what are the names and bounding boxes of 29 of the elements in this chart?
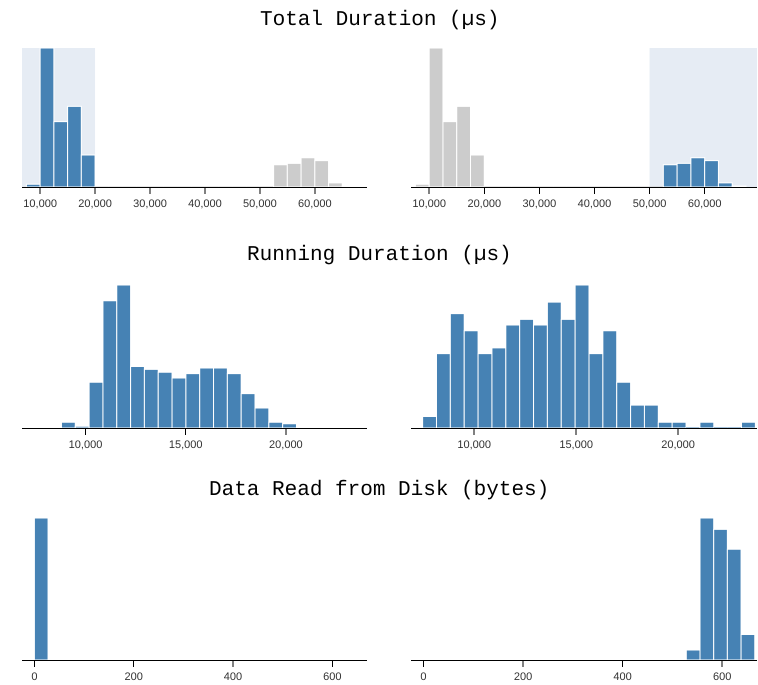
- x-tick-label: 200: [514, 671, 532, 684]
- x-tick-label: 10,000: [68, 439, 102, 452]
- x-tick-label: 60,000: [298, 198, 332, 210]
- chart-title: Total Duration (µs): [260, 9, 500, 32]
- x-tick-label: 600: [323, 671, 342, 684]
- chart-title: Data Read from Disk (bytes): [209, 479, 550, 502]
- x-tick-label: 60,000: [688, 198, 722, 210]
- x-tick-label: 50,000: [243, 198, 277, 210]
- x-tick-label: 600: [712, 671, 732, 684]
- x-tick-label: 30,000: [133, 198, 167, 210]
- x-tick-label: 50,000: [632, 198, 666, 210]
- x-tick-label: 10,000: [412, 198, 446, 210]
- x-tick-label: 15,000: [168, 439, 203, 452]
- x-tick-label: 400: [613, 671, 632, 684]
- x-tick-label: 20,000: [661, 439, 695, 452]
- x-tick-label: 10,000: [457, 439, 492, 452]
- x-tick-label: 400: [224, 671, 242, 684]
- x-tick-label: 20,000: [78, 198, 112, 210]
- x-tick-label: 20,000: [467, 198, 502, 210]
- x-tick-label: 10,000: [23, 198, 57, 210]
- x-tick-label: 0: [31, 671, 38, 684]
- x-tick-label: 0: [420, 671, 427, 684]
- x-tick-label: 40,000: [578, 198, 612, 210]
- chart-title: Running Duration (µs): [247, 244, 512, 267]
- x-tick-label: 30,000: [522, 198, 556, 210]
- x-tick-label: 40,000: [188, 198, 222, 210]
- x-tick-label: 20,000: [269, 439, 303, 452]
- x-tick-label: 15,000: [559, 439, 593, 452]
- x-tick-label: 200: [124, 671, 143, 684]
